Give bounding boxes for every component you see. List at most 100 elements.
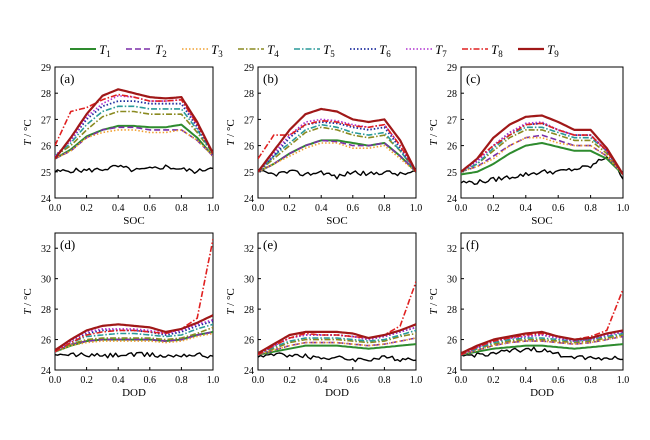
y-tick-label: 28: [447, 89, 457, 100]
legend-item-t7: T7: [406, 42, 447, 59]
y-tick-label: 28: [244, 89, 254, 100]
y-tick-label: 24: [447, 194, 457, 205]
x-tick-label: 1.0: [617, 375, 630, 386]
x-tick-label: 0.4: [520, 375, 533, 386]
x-tick-label: 0.8: [584, 203, 597, 214]
series-line-t5: [55, 105, 213, 157]
legend-item-t4: T4: [238, 42, 279, 59]
series-line-t3: [461, 335, 623, 356]
series-line-t4: [461, 334, 623, 356]
y-axis-label: T / °C: [225, 288, 237, 314]
series-line-t1: [461, 343, 623, 356]
y-tick-label: 24: [244, 366, 254, 377]
series-group: [55, 238, 213, 359]
x-tick-label: 0.6: [144, 203, 157, 214]
series-group: [461, 114, 623, 186]
series-line-t3: [55, 129, 213, 160]
x-tick-label: 0.4: [112, 375, 125, 386]
series-line-t4: [461, 129, 623, 175]
y-axis-label: T / °C: [22, 288, 34, 314]
series-group: [461, 289, 623, 361]
legend-item-t3: T3: [182, 42, 223, 59]
y-tick-label: 26: [244, 142, 254, 153]
x-tick-label: 0.2: [487, 203, 500, 214]
y-tick-label: 26: [244, 336, 254, 347]
x-tick-label: 1.0: [207, 375, 220, 386]
series-line-t7: [258, 326, 416, 356]
x-tick-label: 0.0: [49, 375, 62, 386]
series-line-t3: [258, 337, 416, 356]
series-line-t2: [258, 337, 416, 356]
legend-item-t5: T5: [294, 42, 335, 59]
series-line-t9: [461, 329, 623, 355]
series-line-t9: [258, 107, 416, 173]
x-tick-label: 0.0: [455, 203, 468, 214]
series-line-t4: [55, 110, 213, 157]
x-tick-label: 0.0: [49, 203, 62, 214]
series-line-t4: [55, 326, 213, 353]
series-line-t7: [55, 319, 213, 353]
panel-label: (d): [60, 237, 75, 252]
legend-label: T5: [323, 42, 335, 59]
series-line-black: [258, 169, 416, 180]
series-line-t8: [461, 122, 623, 175]
series-group: [55, 88, 213, 175]
x-tick-label: 0.8: [175, 203, 188, 214]
x-tick-label: 0.6: [144, 375, 157, 386]
series-line-t8: [55, 93, 213, 154]
x-tick-label: 0.8: [378, 203, 391, 214]
series-line-t3: [258, 142, 416, 173]
y-tick-label: 32: [447, 244, 457, 255]
y-tick-label: 28: [447, 305, 457, 316]
plot-frame: [460, 66, 624, 199]
y-tick-label: 32: [41, 244, 51, 255]
series-line-t7: [461, 331, 623, 356]
y-tick-label: 30: [41, 275, 51, 286]
series-line-t4: [258, 332, 416, 356]
series-line-t1: [55, 123, 213, 160]
legend-label: T9: [547, 42, 559, 59]
series-line-t1: [258, 343, 416, 356]
x-tick-label: 0.6: [552, 375, 565, 386]
legend-item-t9: T9: [518, 42, 559, 59]
x-tick-label: 0.0: [252, 203, 265, 214]
legend-label: T8: [491, 42, 503, 59]
panel-label: (b): [263, 71, 278, 86]
series-line-t9: [258, 323, 416, 355]
plot-frame: [54, 232, 214, 371]
series-line-t3: [461, 136, 623, 175]
y-tick-label: 26: [41, 142, 51, 153]
y-tick-label: 25: [244, 168, 254, 179]
series-line-t5: [461, 332, 623, 356]
y-axis-label: T / °C: [428, 119, 440, 145]
series-line-t1: [461, 142, 623, 176]
x-tick-label: 0.0: [252, 375, 265, 386]
series-line-t6: [258, 121, 416, 173]
series-line-t2: [461, 134, 623, 175]
series-line-black: [461, 346, 623, 361]
x-tick-label: 0.8: [175, 375, 188, 386]
y-tick-label: 27: [244, 115, 254, 126]
y-axis-label: T / °C: [428, 288, 440, 314]
x-axis-label: SOC: [531, 215, 552, 227]
series-line-black: [258, 352, 416, 363]
legend-item-t8: T8: [462, 42, 503, 59]
y-tick-label: 28: [41, 89, 51, 100]
x-tick-label: 1.0: [207, 203, 220, 214]
series-line-t2: [55, 331, 213, 353]
series-line-black: [55, 351, 213, 359]
x-axis-label: DOD: [325, 387, 349, 399]
y-tick-label: 28: [41, 305, 51, 316]
y-tick-label: 29: [447, 63, 457, 74]
series-line-t5: [258, 329, 416, 356]
y-tick-label: 24: [41, 194, 51, 205]
series-line-t3: [55, 332, 213, 353]
y-tick-label: 24: [447, 366, 457, 377]
plot-frame: [257, 66, 417, 199]
legend-label: T4: [267, 42, 279, 59]
x-tick-label: 0.2: [283, 203, 296, 214]
x-tick-label: 0.4: [315, 203, 328, 214]
legend-label: T2: [155, 42, 167, 59]
chart-panel-4: 0.0 0.2 0.4 0.6 0.8 1.0 24 26 28 30 32 (e) DOD T / °C: [225, 232, 422, 399]
legend-item-t1: T1: [70, 42, 111, 59]
